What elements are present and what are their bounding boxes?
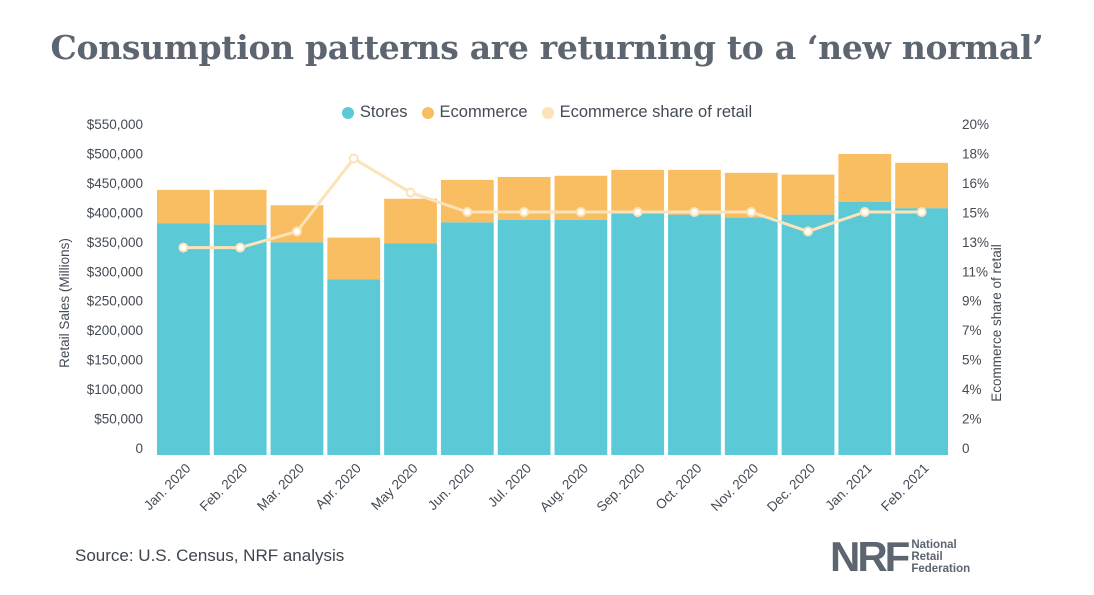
chart-title: Consumption patterns are returning to a … [50, 28, 1044, 67]
y-tick-label: $450,000 [87, 176, 143, 191]
x-tick-label: Nov. 2020 [708, 461, 761, 514]
bar-stores [724, 217, 778, 455]
y-tick-label: $350,000 [87, 235, 143, 250]
y2-tick-label: 0 [962, 441, 970, 456]
bar-stores [554, 219, 608, 455]
y2-tick-label: 18% [962, 146, 989, 161]
bar-stores [668, 214, 721, 455]
bar-stores [781, 214, 835, 455]
legend-swatch-stores [341, 106, 354, 119]
logo-line-3: Federation [911, 563, 971, 575]
bar-stores [384, 243, 437, 455]
y2-tick-label: 11% [962, 264, 988, 279]
x-tick-label: Jun. 2020 [425, 461, 478, 514]
bar-ecommerce [157, 189, 210, 224]
x-tick-label: Aug. 2020 [537, 461, 591, 515]
y-tick-label: $250,000 [87, 294, 143, 309]
bar-stores [440, 222, 494, 455]
y-tick-label: $300,000 [87, 264, 143, 279]
legend-label-ecommerce: Ecommerce [439, 103, 528, 121]
legend-item-ecommerce: Ecommerce [421, 103, 528, 122]
y-axis-title: Retail Sales (Millions) [57, 238, 72, 368]
bar-stores [611, 213, 665, 455]
bar-ecommerce [611, 169, 665, 214]
y2-tick-label: 4% [962, 382, 982, 397]
legend-item-stores: Stores [341, 103, 408, 122]
share-point [405, 187, 416, 198]
y-tick-label: $50,000 [94, 412, 143, 427]
bar-stores [838, 201, 892, 455]
x-tick-label: Feb. 2020 [197, 461, 251, 515]
bar-ecommerce [781, 174, 835, 215]
share-point [632, 207, 643, 217]
y2-tick-label: 16% [962, 176, 989, 191]
share-point [462, 207, 473, 217]
x-tick-label: Feb. 2021 [878, 461, 932, 515]
y2-tick-label: 15% [962, 205, 989, 220]
y-tick-label: $550,000 [87, 117, 143, 132]
share-point [178, 242, 189, 253]
share-point [348, 153, 359, 164]
bar-stores [270, 242, 324, 455]
y-tick-label: $200,000 [87, 323, 143, 338]
logo-line-1: National [911, 539, 957, 551]
x-tick-label: Sep. 2020 [594, 461, 648, 515]
y2-tick-label: 9% [962, 294, 982, 309]
legend-label-stores: Stores [359, 103, 408, 121]
x-tick-label: Mar. 2020 [254, 461, 307, 514]
y-tick-label: $500,000 [87, 146, 143, 161]
share-point [519, 207, 530, 217]
legend-swatch-ecommerce [421, 106, 434, 119]
bar-ecommerce [327, 237, 381, 280]
legend: Stores Ecommerce Ecommerce share of reta… [0, 103, 1094, 122]
nrf-logo: NRF National Retail Federation [830, 533, 970, 580]
share-point [575, 207, 586, 217]
x-tick-label: Jan. 2020 [141, 461, 194, 514]
logo-line-2: Retail [911, 551, 943, 563]
y-tick-label: $400,000 [87, 205, 143, 220]
bar-ecommerce [895, 162, 948, 209]
share-point [689, 207, 700, 217]
x-tick-label: Dec. 2020 [764, 461, 818, 515]
bar-ecommerce [838, 153, 892, 202]
source-note: Source: U.S. Census, NRF analysis [75, 546, 345, 565]
y2-tick-label: 5% [962, 353, 982, 368]
bar-stores [327, 279, 381, 455]
share-point [916, 207, 927, 217]
y-tick-label: $100,000 [87, 382, 143, 397]
y2-tick-label: 2% [962, 412, 982, 427]
bar-stores [895, 208, 948, 455]
legend-item-share: Ecommerce share of retail [541, 103, 753, 122]
legend-swatch-share [541, 106, 554, 119]
share-point [746, 207, 757, 217]
bar-ecommerce [384, 198, 437, 244]
x-tick-label: Oct. 2020 [653, 461, 705, 513]
share-point [235, 242, 246, 253]
logo-mark: NRF [830, 533, 910, 580]
share-point [291, 226, 302, 237]
bar-stores [157, 223, 210, 455]
y2-tick-label: 13% [962, 235, 989, 250]
share-point [859, 207, 870, 217]
bar-stores [213, 224, 267, 455]
y2-axis-title: Ecommerce share of retail [989, 244, 1004, 402]
y-tick-label: 0 [135, 441, 143, 456]
x-tick-label: Jan. 2021 [822, 461, 875, 514]
bar-stores [497, 219, 551, 455]
x-tick-label: Apr. 2020 [312, 461, 363, 512]
logo-text: National Retail Federation [911, 539, 970, 575]
legend-label-share: Ecommerce share of retail [559, 103, 753, 121]
x-tick-label: Jul. 2020 [485, 461, 534, 510]
y2-tick-label: 20% [962, 117, 989, 132]
x-tick-label: May 2020 [368, 461, 421, 514]
y2-tick-label: 7% [962, 323, 982, 338]
share-line [183, 157, 922, 250]
bar-ecommerce [213, 189, 267, 225]
y-tick-label: $150,000 [87, 353, 143, 368]
share-point [803, 226, 814, 237]
